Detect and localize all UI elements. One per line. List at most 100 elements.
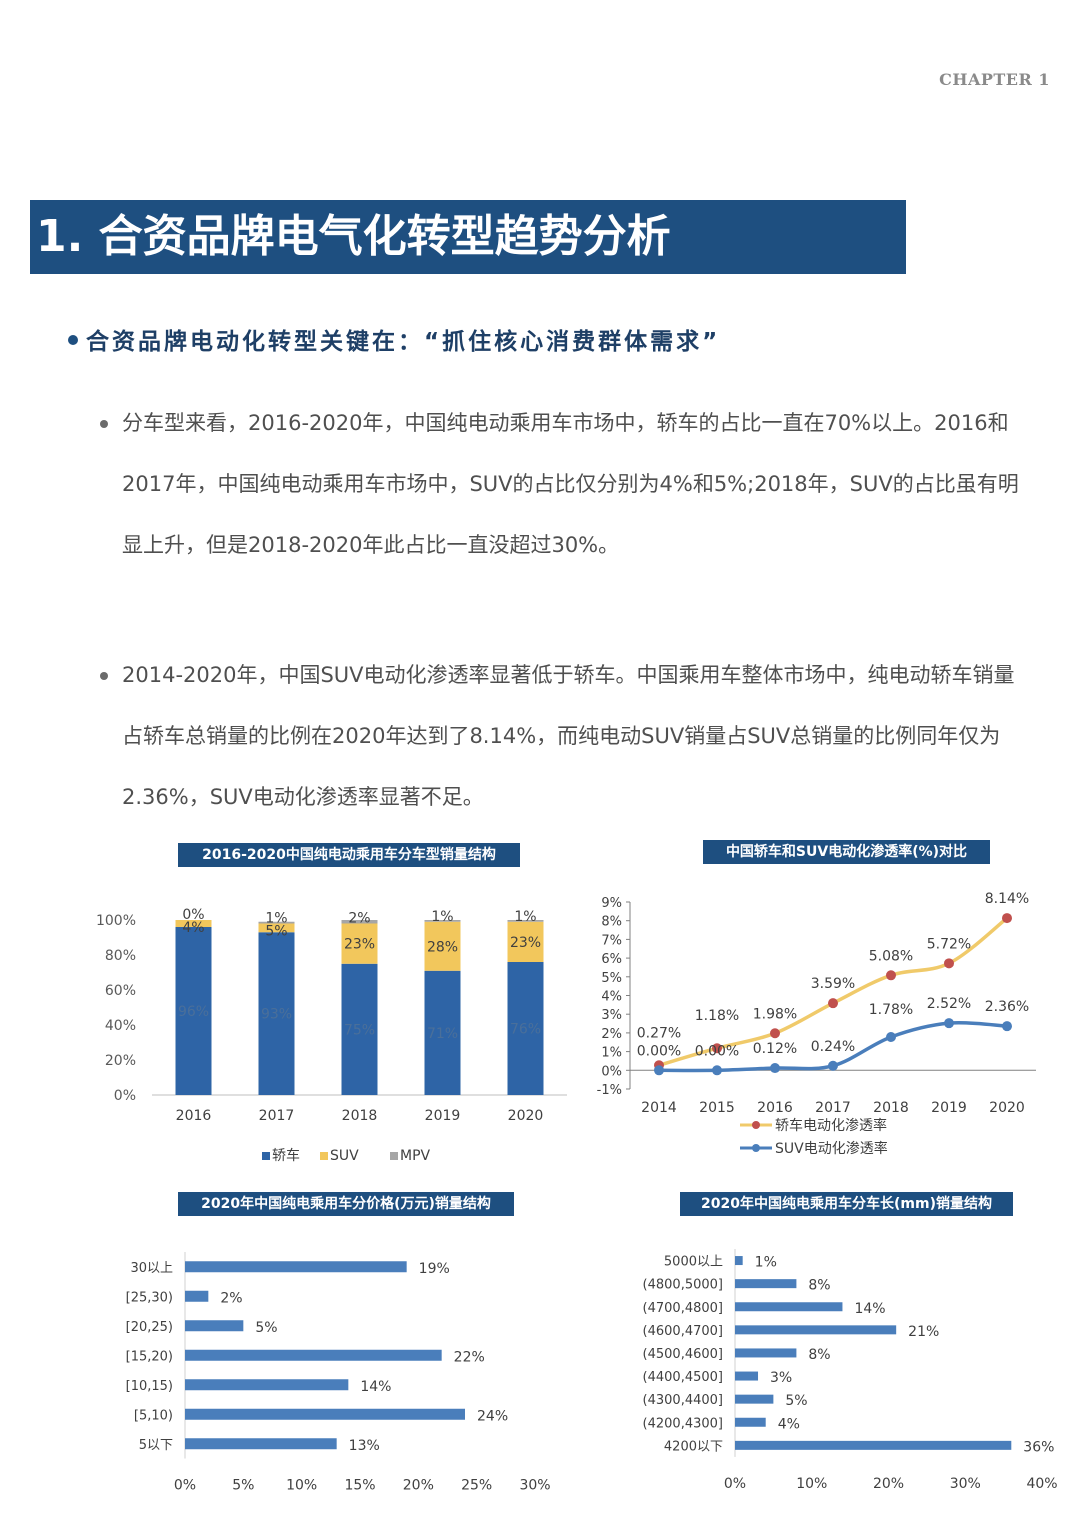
paragraph-1: 分车型来看，2016-2020年，中国纯电动乘用车市场中，轿车的占比一直在70%… — [122, 411, 1019, 557]
legend-swatch — [320, 1152, 328, 1160]
data-point — [944, 958, 954, 969]
bullet-dot-icon — [68, 334, 78, 345]
y-tick-label: 0% — [114, 1088, 136, 1104]
bar-segment — [341, 920, 378, 924]
data-label: 0.12% — [753, 1041, 797, 1057]
y-tick-label: 1% — [601, 1046, 622, 1061]
data-point — [654, 1065, 664, 1076]
bar-segment — [424, 970, 461, 1095]
data-label: 0.00% — [637, 1043, 681, 1059]
chart-title: 2016-2020中国纯电动乘用车分车型销量结构 — [178, 843, 520, 867]
data-label: 3.59% — [811, 976, 855, 992]
data-point — [712, 1043, 722, 1054]
category-label: (4200,4300] — [643, 1416, 723, 1431]
legend-swatch — [390, 1152, 398, 1160]
data-point — [828, 998, 838, 1009]
category-label: [5,10) — [134, 1408, 173, 1423]
category-label: (4300,4400] — [643, 1393, 723, 1408]
x-tick-label: 2016 — [757, 1100, 793, 1116]
x-tick-label: 25% — [461, 1478, 492, 1494]
data-label: 1.78% — [869, 1002, 913, 1018]
y-tick-label: 9% — [601, 896, 622, 911]
chart-title: 2020年中国纯电乘用车分车长(mm)销量结构 — [680, 1192, 1013, 1216]
bar — [735, 1417, 766, 1427]
data-label: 13% — [349, 1438, 380, 1454]
y-tick-label: -1% — [597, 1083, 622, 1098]
data-label: 5.72% — [927, 936, 971, 952]
data-label: 24% — [477, 1408, 508, 1424]
stacked-bar-chart: 0%20%40%60%80%100%96%4%0%201693%5%1%2017… — [96, 907, 567, 1164]
bar — [185, 1290, 209, 1302]
x-tick-label: 2020 — [989, 1100, 1025, 1116]
data-label: 36% — [1023, 1439, 1054, 1455]
y-tick-label: 6% — [601, 952, 622, 967]
data-label: 1.18% — [695, 1008, 739, 1024]
data-label: 2.52% — [927, 996, 971, 1012]
y-tick-label: 100% — [96, 913, 136, 929]
x-tick-label: 40% — [1026, 1476, 1057, 1492]
category-label: 5以下 — [139, 1438, 173, 1453]
bar — [735, 1325, 897, 1335]
data-point — [1002, 913, 1012, 924]
data-point — [886, 970, 896, 981]
bar — [735, 1371, 759, 1381]
legend-marker — [752, 1144, 760, 1152]
x-tick-label: 2020 — [508, 1108, 544, 1124]
data-label: 8% — [808, 1347, 830, 1363]
legend-label: MPV — [400, 1148, 431, 1164]
chart-title: 2020年中国纯电乘用车分价格(万元)销量结构 — [178, 1192, 514, 1216]
category-label: (4600,4700] — [643, 1324, 723, 1339]
bar-segment — [258, 923, 295, 933]
data-label: 23% — [344, 937, 375, 953]
bar-segment — [341, 963, 378, 1095]
data-label: 1% — [755, 1255, 777, 1271]
y-tick-label: 7% — [601, 933, 622, 948]
category-label: 30以上 — [130, 1261, 173, 1276]
bar — [735, 1279, 797, 1289]
bar-segment — [424, 921, 461, 971]
chapter-label: CHAPTER 1 — [939, 70, 1050, 89]
data-label: 1% — [514, 909, 536, 925]
section-title: 1. 合资品牌电气化转型趋势分析 — [36, 211, 671, 262]
bar — [185, 1320, 244, 1332]
data-label: 71% — [427, 1026, 458, 1042]
bar-segment — [258, 932, 295, 1095]
y-tick-label: 0% — [601, 1064, 622, 1079]
category-label: (4400,4500] — [643, 1370, 723, 1385]
legend-label: SUV电动化渗透率 — [775, 1140, 888, 1157]
data-label: 2% — [348, 911, 370, 927]
data-label: 4% — [778, 1416, 800, 1432]
bar-segment — [341, 923, 378, 964]
data-point — [886, 1032, 896, 1043]
category-label: (4500,4600] — [643, 1347, 723, 1362]
legend-label: 轿车电动化渗透率 — [775, 1117, 887, 1134]
data-point — [770, 1028, 780, 1039]
x-tick-label: 30% — [950, 1476, 981, 1492]
bullet-dot-icon — [100, 672, 108, 680]
data-label: 0% — [182, 907, 204, 923]
data-label: 22% — [454, 1349, 485, 1365]
bar — [735, 1302, 843, 1312]
bar-segment — [424, 920, 461, 922]
data-label: 5.08% — [869, 948, 913, 964]
data-label: 8.14% — [985, 891, 1029, 907]
category-label: [15,20) — [126, 1349, 173, 1364]
data-point — [770, 1063, 780, 1074]
horizontal-bar-chart: 30以上 19% [25,30) 2% [20,25) 5% [15,20) 22% [10,1… — [126, 1252, 551, 1494]
bar — [735, 1440, 1012, 1450]
data-label: 5% — [785, 1393, 807, 1409]
data-label: 14% — [360, 1379, 391, 1395]
data-label: 19% — [419, 1261, 450, 1277]
bar-segment — [507, 920, 544, 922]
chart-title: 中国轿车和SUV电动化渗透率(%)对比 — [703, 840, 990, 864]
data-label: 0.27% — [637, 1025, 681, 1041]
x-tick-label: 2018 — [873, 1100, 909, 1116]
data-label: 0.24% — [811, 1039, 855, 1055]
data-label: 8% — [808, 1278, 830, 1294]
x-tick-label: 0% — [724, 1476, 746, 1492]
legend-marker — [752, 1121, 760, 1129]
line-chart: -1% 0% 1% 2% 3% 4% 5% 6% 7% 8% 9% 2014 2015 2016 2017 2… — [597, 891, 1036, 1157]
x-tick-label: 2016 — [176, 1108, 212, 1124]
data-label: 96% — [178, 1004, 209, 1020]
data-point — [712, 1065, 722, 1076]
